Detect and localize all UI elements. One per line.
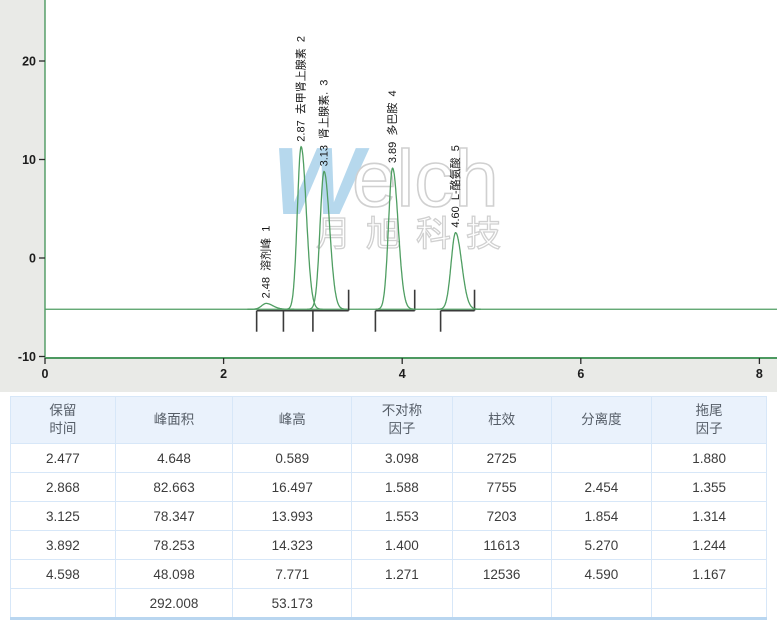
column-header: 峰高	[232, 396, 353, 444]
table-cell: 78.253	[114, 530, 234, 560]
peak-label: 3.13 肾上腺素. 3	[317, 80, 331, 167]
y-tick-label: -10	[18, 350, 36, 364]
table-row: 292.008 53.173	[10, 588, 767, 619]
column-header: 不对称 因子	[351, 396, 453, 444]
table-cell: 1.553	[351, 501, 453, 531]
table-cell: 0.589	[232, 443, 353, 473]
table-cell: 53.173	[232, 588, 353, 619]
y-tick-label: 20	[22, 55, 36, 69]
peak-results-table: 保留 时间 峰面积 峰高 不对称 因子 柱效 分离度 拖尾 因子 2.477 4.648 0.5…	[10, 396, 767, 620]
table-cell	[550, 443, 653, 473]
table-cell: 1.880	[651, 443, 767, 473]
x-tick-label: 2	[220, 367, 227, 381]
table-cell: 1.314	[651, 501, 767, 531]
y-tick-label: 10	[22, 153, 36, 167]
column-header: 拖尾 因子	[651, 396, 767, 444]
table-cell: 14.323	[232, 530, 353, 560]
table-row: 2.477 4.648 0.589 3.098 2725 1.880	[10, 443, 767, 473]
table-row: 2.868 82.663 16.497 1.588 7755 2.454 1.355	[10, 472, 767, 502]
table-cell: 12536	[451, 559, 552, 589]
table-cell: 4.590	[550, 559, 653, 589]
x-tick-label: 4	[399, 367, 406, 381]
table-header-row: 保留 时间 峰面积 峰高 不对称 因子 柱效 分离度 拖尾 因子	[10, 396, 767, 444]
watermark-brand-text: elch	[352, 134, 499, 223]
peak-curve	[436, 232, 481, 310]
table-cell: 13.993	[232, 501, 353, 531]
table-cell	[10, 588, 116, 619]
watermark-cn-text: 月旭科技	[316, 215, 516, 254]
table-cell: 82.663	[114, 472, 234, 502]
table-cell	[651, 588, 767, 619]
y-tick-label: 0	[29, 252, 36, 266]
table-cell: 2.868	[10, 472, 116, 502]
table-cell: 11613	[451, 530, 552, 560]
peak-label: 2.87 去甲肾上腺素 2	[294, 36, 308, 142]
peak-label: 3.89 多巴胺 4	[385, 90, 399, 163]
table-row: 3.892 78.253 14.323 1.400 11613 5.270 1.244	[10, 530, 767, 560]
table-cell: 4.598	[10, 559, 116, 589]
x-tick-label: 0	[42, 367, 49, 381]
table-row: 4.598 48.098 7.771 1.271 12536 4.590 1.167	[10, 559, 767, 589]
table-cell: 2.477	[10, 443, 116, 473]
table-cell: 4.648	[114, 443, 234, 473]
table-cell: 1.854	[550, 501, 653, 531]
table-cell: 7755	[451, 472, 552, 502]
peak-curve	[375, 167, 416, 310]
table-cell	[550, 588, 653, 619]
table-cell	[451, 588, 552, 619]
table-cell: 78.347	[114, 501, 234, 531]
table-cell: 2725	[451, 443, 552, 473]
table-cell: 1.271	[351, 559, 453, 589]
table-cell: 1.355	[651, 472, 767, 502]
x-tick-label: 8	[756, 367, 763, 381]
x-tick-label: 6	[577, 367, 584, 381]
column-header: 柱效	[451, 396, 552, 444]
table-cell: 16.497	[232, 472, 353, 502]
peak-curve	[307, 170, 348, 310]
peak-curve	[285, 145, 323, 310]
column-header: 峰面积	[114, 396, 234, 444]
table-row: 3.125 78.347 13.993 1.553 7203 1.854 1.314	[10, 501, 767, 531]
table-cell: 2.454	[550, 472, 653, 502]
table-cell: 3.125	[10, 501, 116, 531]
table-cell: 48.098	[114, 559, 234, 589]
column-header: 保留 时间	[10, 396, 116, 444]
table-cell	[351, 588, 453, 619]
table-body: 2.477 4.648 0.589 3.098 2725 1.880 2.868 82.663…	[10, 443, 767, 619]
table-cell: 3.098	[351, 443, 453, 473]
table-cell: 7.771	[232, 559, 353, 589]
table-cell: 1.167	[651, 559, 767, 589]
table-cell: 5.270	[550, 530, 653, 560]
peak-label: 2.48 溶剂峰 1	[259, 226, 273, 299]
table-cell: 1.244	[651, 530, 767, 560]
table-cell: 1.400	[351, 530, 453, 560]
peak-label: 4.60 L-酪氨酸 5	[448, 145, 462, 228]
table-cell: 3.892	[10, 530, 116, 560]
table-cell: 1.588	[351, 472, 453, 502]
table-cell: 7203	[451, 501, 552, 531]
column-header: 分离度	[550, 396, 653, 444]
table-cell: 292.008	[114, 588, 234, 619]
plot-area	[45, 0, 777, 358]
